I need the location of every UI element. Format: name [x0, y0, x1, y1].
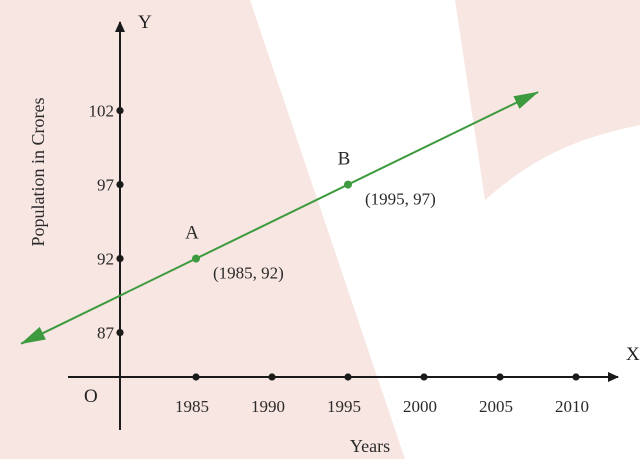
y-tick-label: 102 [89, 102, 115, 121]
y-tick-dot [116, 329, 124, 337]
population-trend-line [20, 91, 539, 345]
x-tick-dot [344, 373, 352, 381]
x-ticks: 1985 1990 1995 2000 2005 2010 [175, 373, 589, 416]
point-a-label: A [185, 223, 199, 244]
y-tick-dot [116, 181, 124, 189]
y-axis-letter: Y [138, 12, 152, 33]
data-points: A (1985, 92) B (1995, 97) [185, 149, 436, 283]
y-tick-dot [116, 255, 124, 263]
x-tick-dot [420, 373, 428, 381]
x-tick-dot [496, 373, 504, 381]
y-tick-label: 87 [97, 324, 115, 343]
point-b-marker [344, 180, 352, 189]
x-tick-dot [572, 373, 580, 381]
x-tick-label: 1990 [251, 397, 285, 416]
y-ticks: 87 92 97 102 [89, 102, 124, 343]
y-tick-label: 92 [97, 250, 114, 269]
x-tick-dot [268, 373, 276, 381]
point-b-label: B [338, 149, 351, 170]
y-axis-title: Population in Crores [28, 98, 48, 247]
x-tick-label: 1985 [175, 397, 209, 416]
point-a-coords: (1985, 92) [213, 264, 284, 283]
x-tick-label: 2000 [403, 397, 437, 416]
x-axis-letter: X [626, 344, 640, 365]
point-a-marker [192, 254, 200, 263]
x-tick-label: 2010 [555, 397, 589, 416]
point-b-coords: (1995, 97) [365, 190, 436, 209]
x-tick-label: 2005 [479, 397, 513, 416]
x-tick-label: 1995 [327, 397, 361, 416]
x-axis-title: Years [350, 436, 390, 456]
y-tick-label: 97 [97, 176, 115, 195]
y-tick-dot [116, 107, 124, 115]
origin-label: O [84, 386, 98, 407]
x-tick-dot [192, 373, 200, 381]
